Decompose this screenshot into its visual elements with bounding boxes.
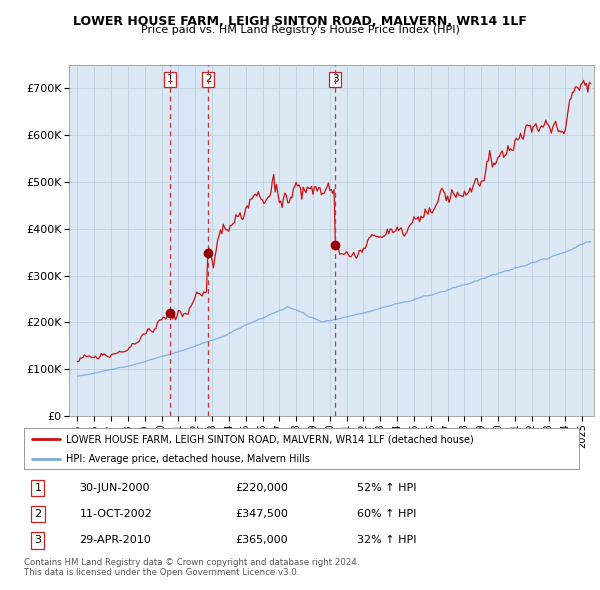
Text: 3: 3 (34, 536, 41, 546)
Text: LOWER HOUSE FARM, LEIGH SINTON ROAD, MALVERN, WR14 1LF: LOWER HOUSE FARM, LEIGH SINTON ROAD, MAL… (73, 15, 527, 28)
Text: This data is licensed under the Open Government Licence v3.0.: This data is licensed under the Open Gov… (24, 568, 299, 577)
Text: 60% ↑ HPI: 60% ↑ HPI (357, 509, 416, 519)
Text: 29-APR-2010: 29-APR-2010 (79, 536, 151, 546)
Text: Contains HM Land Registry data © Crown copyright and database right 2024.: Contains HM Land Registry data © Crown c… (24, 558, 359, 566)
Bar (208, 65, 335, 416)
Text: 1: 1 (167, 74, 173, 84)
Text: £220,000: £220,000 (235, 483, 288, 493)
Text: 11-OCT-2002: 11-OCT-2002 (79, 509, 152, 519)
Text: 52% ↑ HPI: 52% ↑ HPI (357, 483, 416, 493)
Text: LOWER HOUSE FARM, LEIGH SINTON ROAD, MALVERN, WR14 1LF (detached house): LOWER HOUSE FARM, LEIGH SINTON ROAD, MAL… (65, 434, 473, 444)
Text: 32% ↑ HPI: 32% ↑ HPI (357, 536, 416, 546)
Text: HPI: Average price, detached house, Malvern Hills: HPI: Average price, detached house, Malv… (65, 454, 310, 464)
Text: 3: 3 (332, 74, 338, 84)
Text: 2: 2 (205, 74, 212, 84)
Text: Price paid vs. HM Land Registry's House Price Index (HPI): Price paid vs. HM Land Registry's House … (140, 25, 460, 35)
Bar (170, 65, 208, 416)
Text: 30-JUN-2000: 30-JUN-2000 (79, 483, 150, 493)
Text: £365,000: £365,000 (235, 536, 287, 546)
Text: 2: 2 (34, 509, 41, 519)
Text: £347,500: £347,500 (235, 509, 288, 519)
Text: 1: 1 (34, 483, 41, 493)
